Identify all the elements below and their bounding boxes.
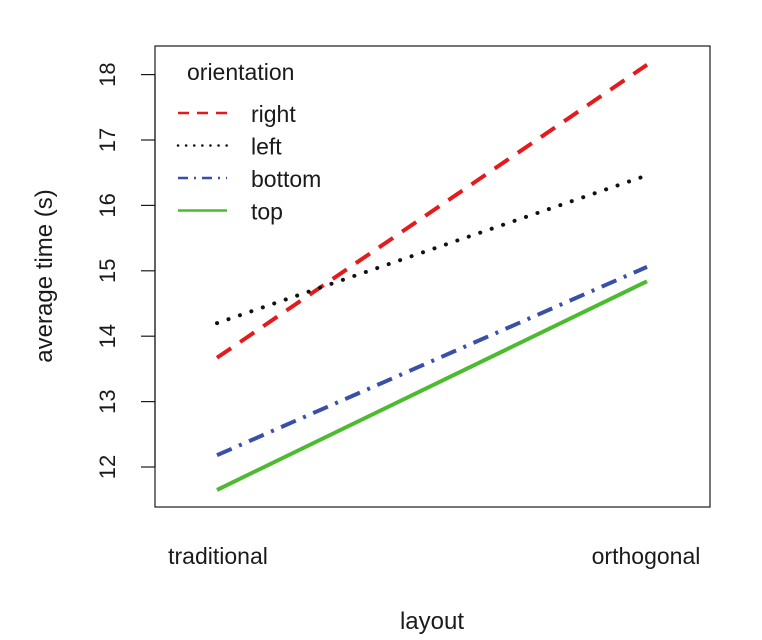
y-tick-label: 17 [95,128,120,152]
legend-label-right: right [251,101,296,127]
legend-label-top: top [251,199,283,225]
plot-frame [154,45,711,508]
y-tick-label: 14 [95,324,120,348]
x-axis-label: layout [400,608,464,635]
y-tick-label: 18 [95,62,120,86]
legend: orientation right left bottom top [176,59,321,225]
series-line-top [216,279,648,492]
x-tick-label: traditional [168,543,268,569]
y-tick-label: 12 [95,455,120,479]
series-line-left [215,173,649,326]
y-tick-label: 13 [95,389,120,413]
series-layer [215,63,649,492]
x-tick-label: orthogonal [592,543,701,569]
legend-label-bottom: bottom [251,166,321,192]
y-tick-label: 16 [95,193,120,217]
series-line-right [215,63,649,360]
y-axis: 12 13 14 15 16 17 18 [95,62,156,479]
legend-title: orientation [187,59,294,85]
y-tick-label: 15 [95,259,120,283]
series-line-bottom [216,265,648,458]
legend-label-left: left [251,134,282,160]
x-axis: traditional orthogonal [168,543,700,569]
y-axis-label: average time (s) [31,189,58,362]
